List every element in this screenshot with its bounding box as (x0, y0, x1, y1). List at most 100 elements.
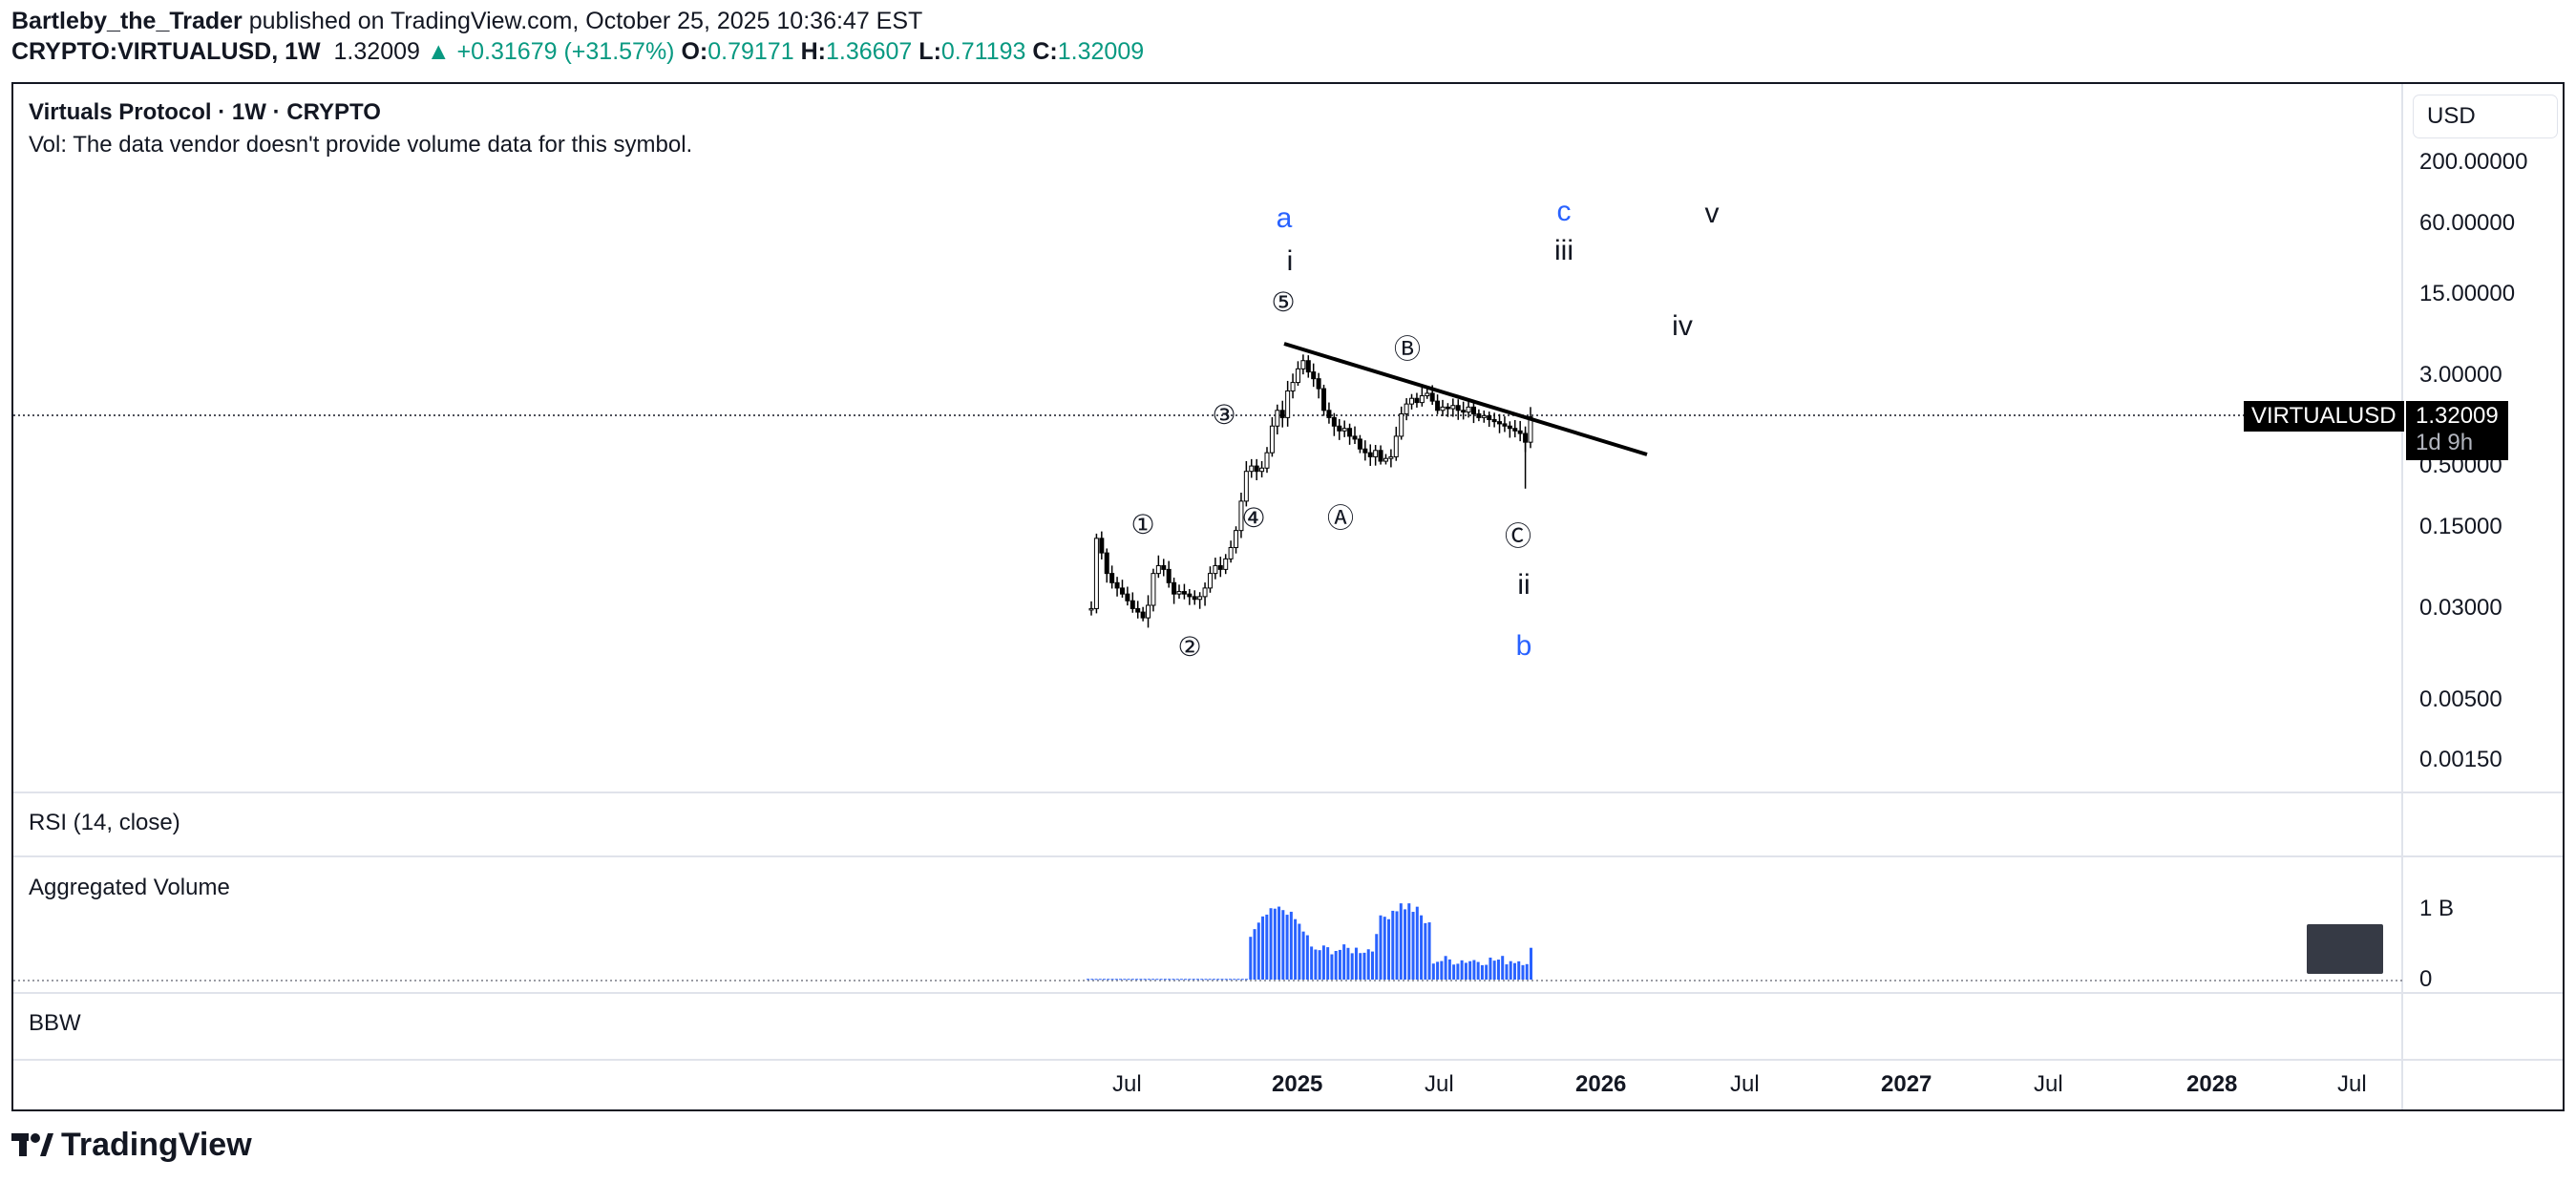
volume-axis-0: 0 (2419, 966, 2433, 992)
close-value: 1.32009 (1057, 38, 1145, 65)
volume-bar (1436, 961, 1440, 980)
candle-body (1269, 425, 1275, 454)
volume-bar (1301, 931, 1305, 980)
wave-label[interactable]: ④ (1241, 503, 1266, 533)
symbol-badge: VIRTUALUSD (2244, 401, 2404, 432)
candle-body (1228, 547, 1234, 559)
wave-label[interactable]: a (1276, 202, 1293, 234)
volume-bar (1253, 929, 1256, 980)
published-text: published on TradingView.com, October 25… (248, 8, 923, 34)
volume-bar (1375, 934, 1379, 980)
volume-bar (1424, 922, 1427, 980)
volume-bar (1212, 979, 1215, 981)
wave-label[interactable]: Ⓐ (1326, 503, 1354, 533)
time-axis-label: Jul (1730, 1071, 1760, 1097)
volume-bar (1501, 956, 1505, 980)
high-label: H: (800, 38, 826, 65)
candle-body (1445, 406, 1450, 410)
volume-bar (1383, 917, 1386, 980)
wave-label[interactable]: b (1515, 630, 1532, 662)
candle-body (1326, 410, 1332, 418)
wave-label[interactable]: ② (1177, 632, 1202, 662)
candle-body (1295, 368, 1300, 384)
currency-selector[interactable]: USD (2414, 95, 2557, 137)
volume-bar (1159, 979, 1163, 981)
volume-bar (1525, 963, 1529, 980)
time-axis-label: 2027 (1881, 1071, 1932, 1097)
volume-bar (1452, 964, 1456, 980)
wave-label[interactable]: Ⓒ (1504, 521, 1531, 551)
bbw-pane-title[interactable]: BBW (29, 1010, 81, 1036)
volume-bar (1265, 914, 1269, 980)
tradingview-logo[interactable]: TradingView (11, 1127, 252, 1164)
candle-body (1217, 564, 1223, 570)
volume-bar (1350, 953, 1354, 980)
volume-bar (1407, 903, 1411, 980)
candle-body (1249, 465, 1255, 473)
candle-body (1243, 471, 1249, 502)
volume-bar (1420, 915, 1424, 980)
author-name[interactable]: Bartleby_the_Trader (11, 8, 243, 34)
candle-body (1197, 596, 1203, 601)
volume-bar (1281, 910, 1285, 980)
volume-bar (1236, 979, 1240, 981)
price-badge-countdown: 1d 9h (2416, 430, 2474, 455)
candle-body (1461, 410, 1467, 413)
candle-body (1140, 611, 1146, 619)
wave-label[interactable]: iv (1672, 310, 1693, 342)
price-axis-label: 3.00000 (2419, 362, 2502, 388)
candle-body (1099, 538, 1105, 554)
wave-label[interactable]: c (1556, 196, 1572, 227)
wave-label[interactable]: Ⓑ (1393, 334, 1421, 364)
volume-bar (1366, 949, 1370, 980)
candle-body (1213, 564, 1218, 575)
wave-label[interactable]: v (1704, 198, 1720, 229)
time-axis-label: 2028 (2186, 1071, 2238, 1097)
volume-pane-title[interactable]: Aggregated Volume (29, 875, 230, 900)
price-badge: 1.32009 1d 9h (2406, 401, 2508, 460)
volume-bar (1359, 953, 1362, 980)
volume-bar (1289, 911, 1293, 980)
volume-bar (1354, 947, 1358, 980)
candle-body (1161, 564, 1167, 570)
wave-label[interactable]: ① (1130, 510, 1155, 539)
candle-body (1388, 455, 1394, 459)
volume-bar (1444, 956, 1447, 980)
price-axis-label: 15.00000 (2419, 280, 2516, 306)
volume-bar (1168, 979, 1172, 981)
candle-body (1104, 552, 1109, 575)
volume-bar (1310, 946, 1314, 980)
candle-body (1357, 438, 1362, 450)
volume-bar (1090, 979, 1094, 981)
volume-bar (1139, 979, 1143, 981)
volume-bar (1269, 908, 1273, 980)
wave-label[interactable]: iii (1554, 235, 1573, 266)
volume-bar (1456, 963, 1460, 980)
candle-body (1109, 573, 1115, 583)
volume-bar (1326, 947, 1330, 980)
rsi-pane-title[interactable]: RSI (14, close) (29, 810, 180, 835)
volume-bar (1447, 959, 1451, 980)
symbol-label: CRYPTO:VIRTUALUSD, 1W (11, 38, 321, 65)
wave-label[interactable]: i (1286, 245, 1294, 277)
volume-bar (1468, 960, 1472, 980)
publish-info: Bartleby_the_Trader published on Trading… (11, 8, 922, 35)
candle-body (1414, 397, 1420, 404)
candle-body (1404, 403, 1409, 414)
tradingview-brand: TradingView (61, 1127, 252, 1163)
candle-body (1383, 457, 1388, 462)
volume-bar (1208, 979, 1212, 981)
candle-body (1264, 452, 1270, 469)
wave-label[interactable]: ③ (1212, 400, 1236, 430)
volume-bar (1521, 964, 1525, 980)
wave-label[interactable]: ⑤ (1271, 287, 1296, 317)
main-pane-title[interactable]: Virtuals Protocol · 1W · CRYPTO (29, 99, 381, 125)
volume-bar (1114, 979, 1118, 981)
wave-label[interactable]: ii (1517, 569, 1531, 601)
volume-bar (1427, 922, 1431, 980)
candle-body (1125, 593, 1130, 602)
candle-body (1425, 392, 1430, 397)
candle-body (1114, 581, 1120, 589)
candle-body (1491, 418, 1497, 423)
